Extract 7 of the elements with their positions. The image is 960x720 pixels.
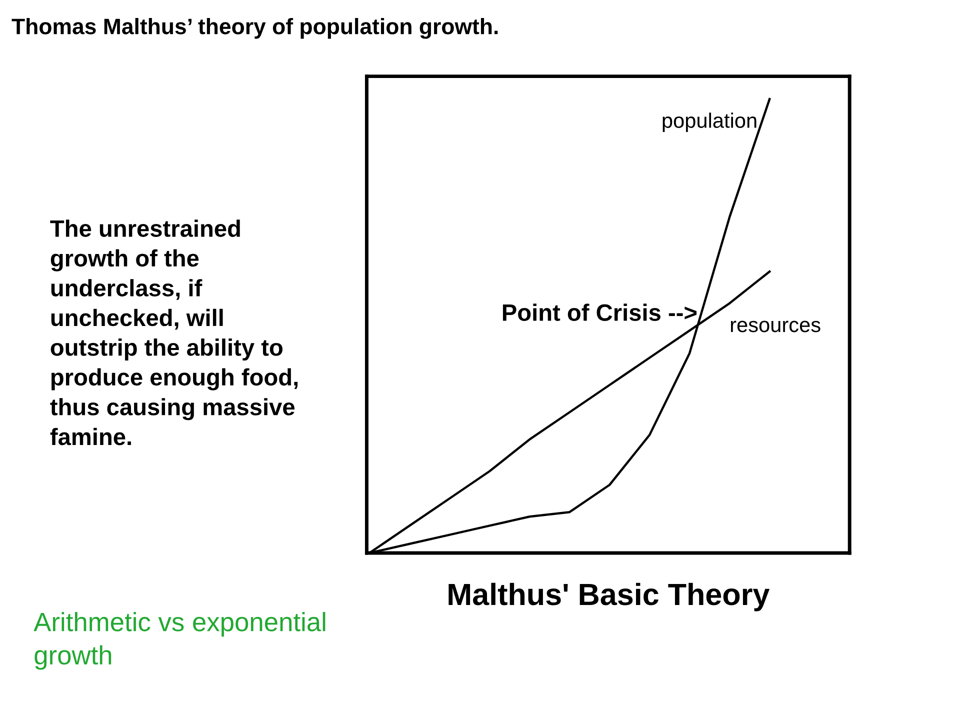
annotation: Point of Crisis --> — [502, 304, 697, 321]
text: Arithmetic vs exponential growth — [34, 612, 326, 670]
text: The unrestrained growth of the underclass, if unchecked, will outstrip the ability to produce enough food, thus causing massive famine. — [50, 220, 298, 446]
series-label: population — [662, 112, 756, 132]
series-label: resources — [730, 320, 820, 332]
chart-title: Thomas Malthus’ theory of population growth. — [12, 18, 498, 39]
x-axis-title: Malthus' Basic Theory — [448, 582, 770, 612]
